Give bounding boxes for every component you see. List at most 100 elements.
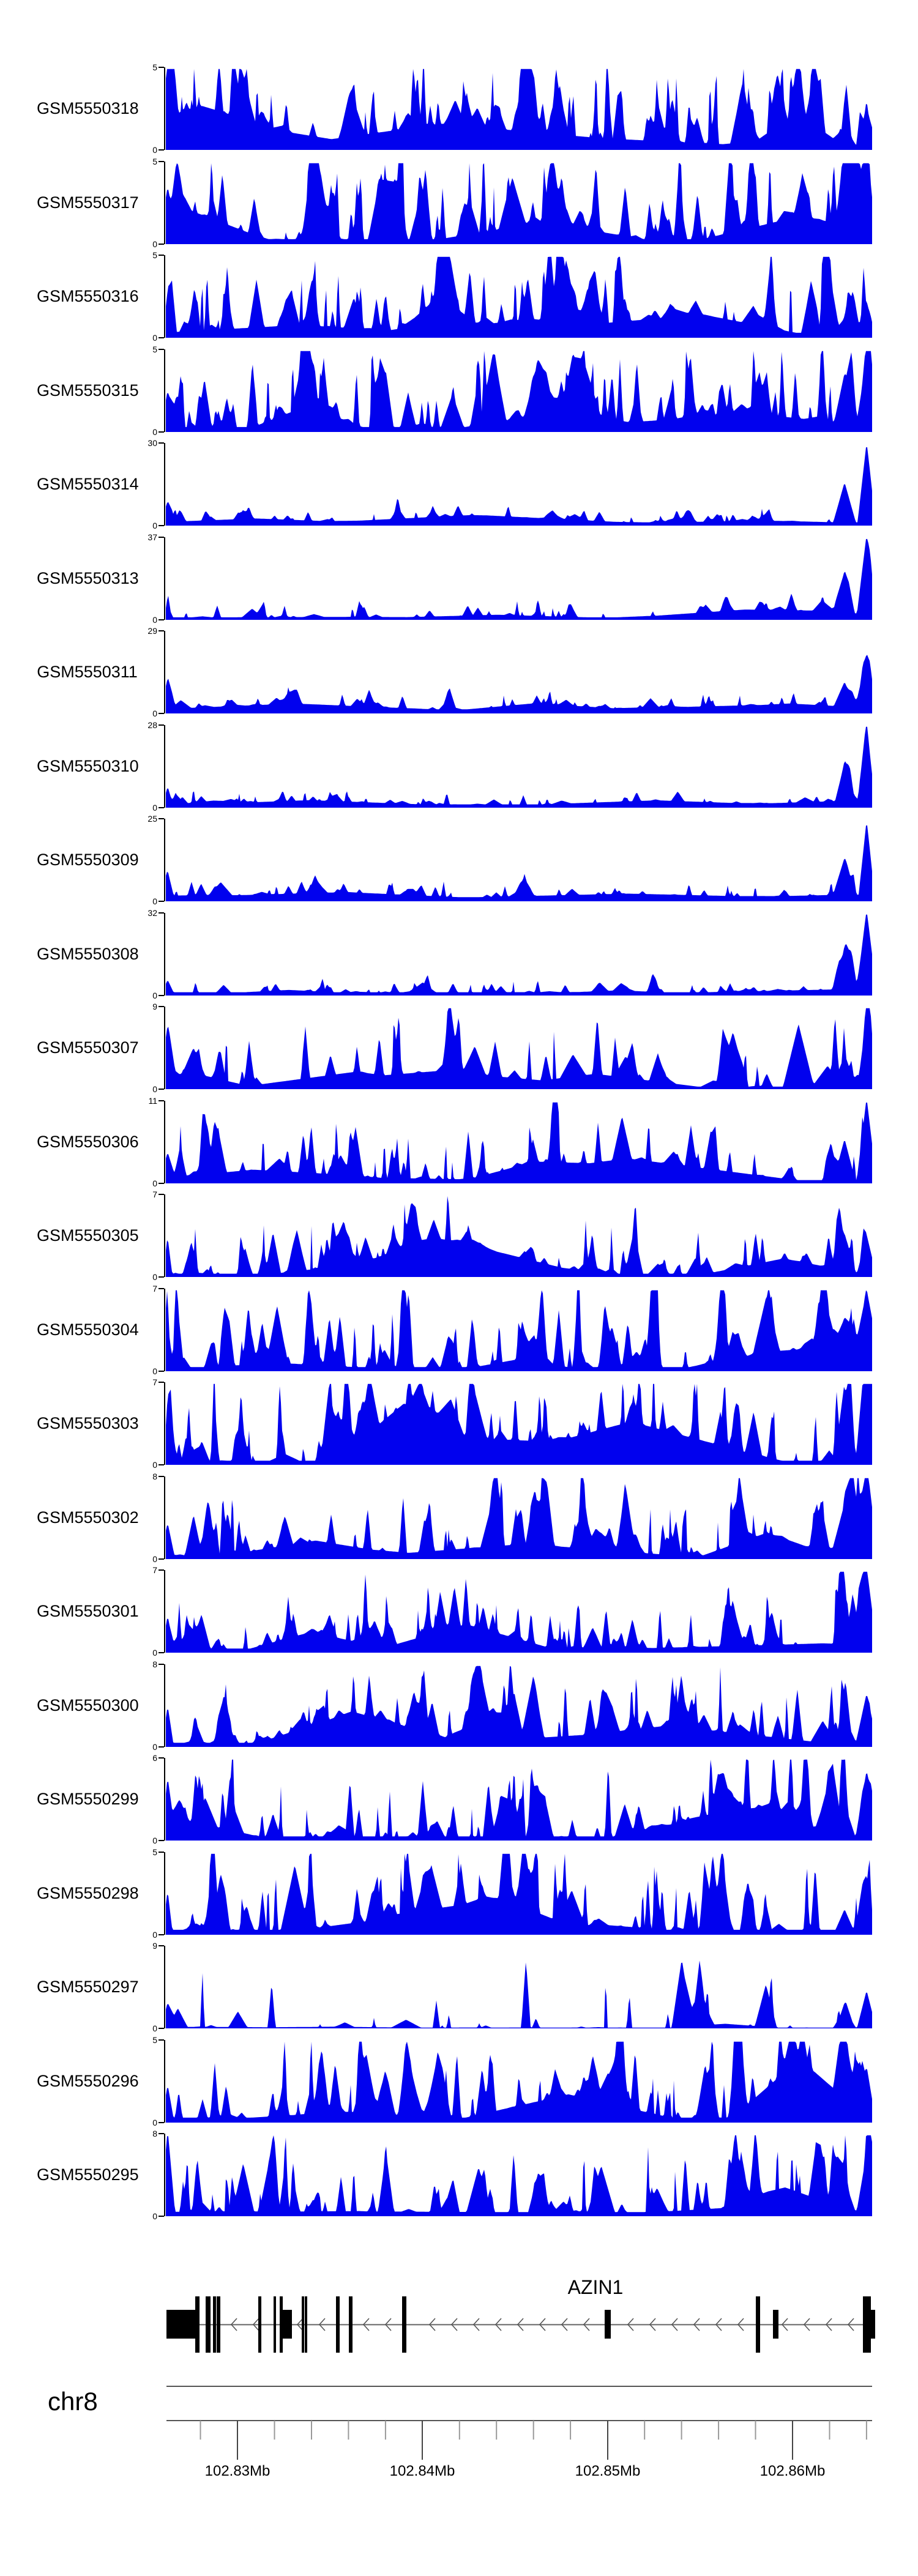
track-y-tick-bottom bbox=[159, 1558, 164, 1560]
strand-arrow-icon bbox=[384, 2318, 392, 2331]
gene-exon-cds bbox=[258, 2296, 261, 2353]
track-y-axis bbox=[164, 724, 165, 808]
track-label: GSM5550307 bbox=[37, 1038, 139, 1057]
track-label: GSM5550305 bbox=[37, 1226, 139, 1245]
track-y-axis bbox=[164, 1100, 165, 1183]
strand-arrow-icon bbox=[715, 2318, 722, 2331]
track-ymax-label: 9 bbox=[152, 1002, 157, 1011]
strand-arrow-icon bbox=[693, 2318, 700, 2331]
track-y-axis bbox=[164, 537, 165, 620]
track-y-axis bbox=[164, 161, 165, 244]
track-label: GSM5550311 bbox=[37, 663, 138, 681]
track-y-tick-top bbox=[159, 1287, 164, 1289]
track-y-axis bbox=[164, 1476, 165, 1559]
track-y-tick-bottom bbox=[159, 2028, 164, 2029]
strand-arrow-icon bbox=[671, 2318, 678, 2331]
track-yzero-label: 0 bbox=[152, 1084, 157, 1094]
track-y-tick-bottom bbox=[159, 1370, 164, 1372]
track-label: GSM5550304 bbox=[37, 1320, 139, 1339]
track-label: GSM5550297 bbox=[37, 1978, 139, 1996]
track-y-axis bbox=[164, 349, 165, 432]
track-y-tick-top bbox=[159, 255, 164, 256]
track-y-tick-top bbox=[159, 348, 164, 350]
track-label: GSM5550302 bbox=[37, 1508, 139, 1527]
axis-tick-label: 102.84Mb bbox=[389, 2463, 455, 2479]
gene-exon-utr bbox=[773, 2310, 778, 2339]
coverage-area-GSM5550303 bbox=[166, 1383, 872, 1465]
track-ymax-label: 25 bbox=[147, 814, 157, 824]
track-ymax-label: 5 bbox=[152, 250, 157, 260]
track-y-tick-bottom bbox=[159, 1276, 164, 1278]
track-yzero-label: 0 bbox=[152, 333, 157, 343]
track-y-axis bbox=[164, 1382, 165, 1465]
track-label: GSM5550300 bbox=[37, 1696, 139, 1714]
track-label: GSM5550313 bbox=[37, 568, 139, 587]
track-yzero-label: 0 bbox=[152, 426, 157, 437]
track-yzero-label: 0 bbox=[152, 1741, 157, 1752]
track-label: GSM5550296 bbox=[37, 2071, 139, 2090]
track-y-tick-top bbox=[159, 2133, 164, 2134]
track-y-tick-bottom bbox=[159, 1464, 164, 1465]
track-y-tick-top bbox=[159, 724, 164, 726]
gene-exon-cds bbox=[863, 2296, 871, 2353]
axis-tick-label: 102.83Mb bbox=[204, 2463, 271, 2479]
strand-arrow-icon bbox=[583, 2318, 590, 2331]
strand-arrow-icon bbox=[539, 2318, 546, 2331]
track-ymax-label: 5 bbox=[152, 344, 157, 354]
strand-arrow-icon bbox=[649, 2318, 656, 2331]
track-ymax-label: 11 bbox=[148, 1095, 157, 1106]
gene-exon-utr bbox=[166, 2310, 197, 2339]
coverage-area-GSM5550317 bbox=[166, 163, 872, 244]
track-y-tick-top bbox=[159, 1382, 164, 1383]
coverage-area-GSM5550296 bbox=[166, 2041, 872, 2123]
coverage-area-GSM5550314 bbox=[166, 447, 872, 526]
strand-arrow-icon bbox=[296, 2318, 304, 2331]
track-label: GSM5550298 bbox=[37, 1883, 139, 1902]
track-label: GSM5550308 bbox=[37, 944, 139, 963]
track-ymax-label: 29 bbox=[147, 626, 157, 636]
strand-arrow-icon bbox=[737, 2318, 744, 2331]
track-y-axis bbox=[164, 631, 165, 713]
strand-arrow-icon bbox=[230, 2318, 237, 2331]
coverage-area-GSM5550313 bbox=[166, 538, 872, 620]
track-y-tick-top bbox=[159, 1006, 164, 1007]
coverage-area-GSM5550295 bbox=[166, 2135, 872, 2216]
gene-exon-cds bbox=[217, 2296, 220, 2353]
gene-exon-cds bbox=[195, 2296, 200, 2353]
strand-arrow-icon bbox=[494, 2318, 502, 2331]
track-ymax-label: 5 bbox=[152, 156, 157, 166]
track-y-axis bbox=[164, 1758, 165, 1841]
track-y-axis bbox=[164, 443, 165, 526]
coverage-area-GSM5550302 bbox=[166, 1478, 872, 1559]
axis-tick-label: 102.85Mb bbox=[575, 2463, 641, 2479]
track-label: GSM5550315 bbox=[37, 381, 139, 400]
track-yzero-label: 0 bbox=[152, 1648, 157, 1658]
track-y-tick-top bbox=[159, 1663, 164, 1665]
coverage-area-GSM5550305 bbox=[166, 1196, 872, 1277]
track-y-tick-top bbox=[159, 67, 164, 68]
track-y-axis bbox=[164, 1946, 165, 2028]
track-y-axis bbox=[164, 912, 165, 996]
strand-arrow-icon bbox=[252, 2318, 259, 2331]
track-y-axis bbox=[164, 2039, 165, 2123]
track-y-tick-top bbox=[159, 536, 164, 538]
track-y-tick-top bbox=[159, 1569, 164, 1571]
coverage-area-GSM5550315 bbox=[166, 351, 872, 432]
coverage-area-GSM5550308 bbox=[166, 914, 872, 996]
track-label: GSM5550299 bbox=[37, 1790, 139, 1808]
track-y-tick-bottom bbox=[159, 806, 164, 808]
track-y-tick-bottom bbox=[159, 1840, 164, 1841]
track-ymax-label: 30 bbox=[147, 438, 157, 448]
track-label: GSM5550295 bbox=[37, 2165, 139, 2184]
track-y-axis bbox=[164, 2134, 165, 2216]
track-yzero-label: 0 bbox=[152, 1272, 157, 1282]
coverage-area-GSM5550318 bbox=[166, 69, 872, 150]
strand-arrow-icon bbox=[362, 2318, 370, 2331]
gene-exon-cds bbox=[206, 2296, 211, 2353]
track-label: GSM5550317 bbox=[37, 193, 139, 212]
track-label: GSM5550310 bbox=[37, 756, 139, 775]
track-ymax-label: 7 bbox=[152, 1565, 157, 1575]
track-ymax-label: 5 bbox=[152, 62, 157, 72]
track-yzero-label: 0 bbox=[152, 1178, 157, 1188]
